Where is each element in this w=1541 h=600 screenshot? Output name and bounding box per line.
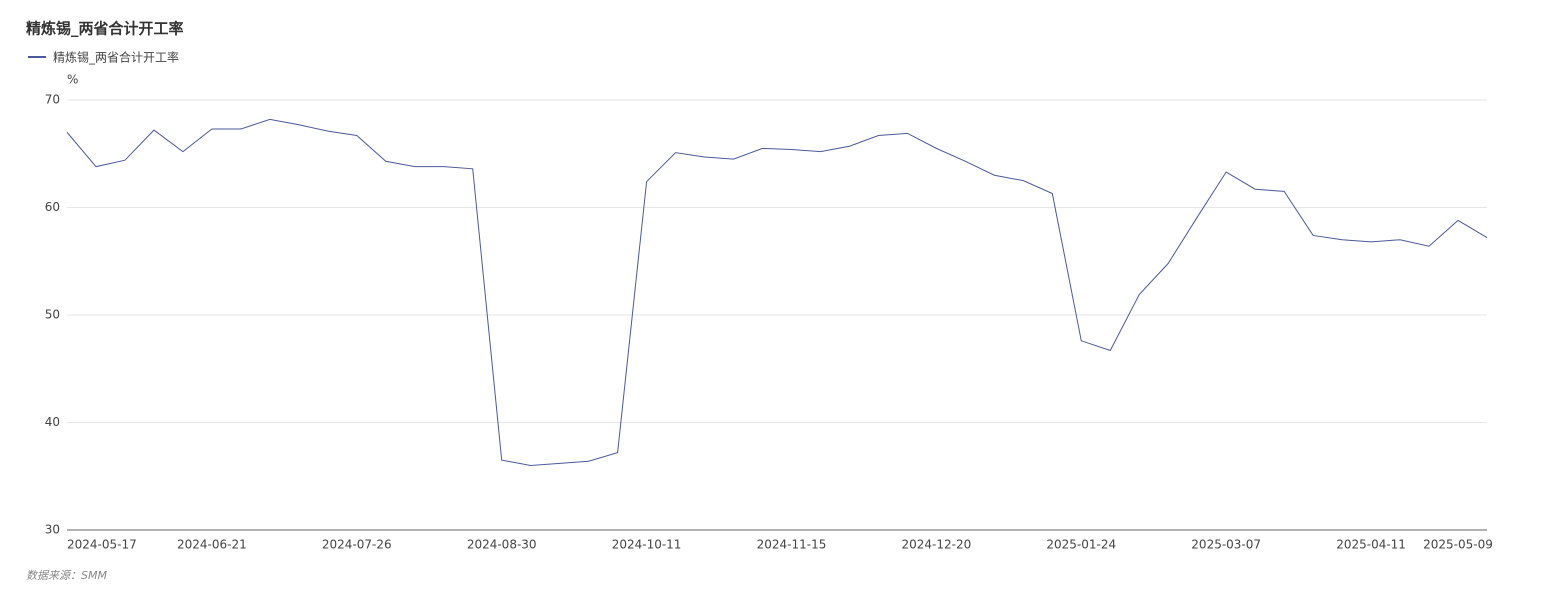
x-tick-label: 2024-11-15 [757, 538, 827, 552]
x-tick-label: 2025-03-07 [1191, 538, 1261, 552]
legend-label: 精炼锡_两省合计开工率 [53, 50, 179, 65]
x-tick-label: 2024-05-17 [67, 538, 137, 552]
y-tick-label: 30 [45, 523, 60, 537]
x-tick-label: 2025-01-24 [1046, 538, 1116, 552]
x-tick-label: 2025-04-11 [1336, 538, 1406, 552]
x-tick-label: 2024-10-11 [612, 538, 682, 552]
data-line [66, 118, 1488, 467]
source-note: 数据来源：SMM [26, 569, 107, 582]
chart-title: 精炼锡_两省合计开工率 [26, 20, 184, 38]
y-tick-label: 40 [45, 415, 60, 429]
x-tick-label: 2024-06-21 [177, 538, 247, 552]
x-tick-label: 2024-08-30 [467, 538, 537, 552]
y-tick-label: 60 [45, 200, 60, 214]
x-tick-label: 2025-05-09 [1423, 538, 1493, 552]
y-tick-label: 70 [45, 93, 60, 107]
x-tick-label: 2024-12-20 [902, 538, 972, 552]
y-tick-label: 50 [45, 308, 60, 322]
y-unit: % [67, 73, 78, 87]
x-tick-label: 2024-07-26 [322, 538, 392, 552]
